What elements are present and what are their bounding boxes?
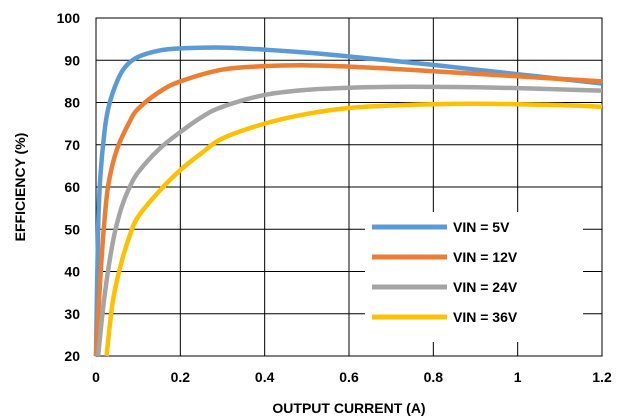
x-tick-label: 1 [514, 369, 522, 385]
y-tick-label: 80 [64, 95, 80, 111]
y-axis-label: EFFICIENCY (%) [12, 133, 28, 242]
legend-label-3: VIN = 24V [453, 279, 518, 295]
x-tick-label: 0 [92, 369, 100, 385]
legend-label-4: VIN = 36V [453, 309, 518, 325]
x-tick-label: 0.6 [339, 369, 359, 385]
legend-box [365, 212, 583, 342]
series-lines [93, 45, 603, 357]
y-tick-label: 50 [64, 221, 80, 237]
series-line-4 [104, 101, 603, 357]
legend: VIN = 5V VIN = 12V VIN = 24V VIN = 36V [365, 212, 583, 342]
x-tick-label: 0.2 [171, 369, 191, 385]
legend-label-1: VIN = 5V [453, 219, 510, 235]
x-axis-label: OUTPUT CURRENT (A) [272, 400, 425, 416]
y-tick-label: 70 [64, 137, 80, 153]
x-tick-labels: 0 0.2 0.4 0.6 0.8 1 1.2 [92, 369, 612, 385]
plot-area [95, 17, 603, 357]
y-tick-label: 100 [57, 10, 81, 26]
y-tick-label: 40 [64, 264, 80, 280]
series-line-1 [93, 45, 603, 357]
x-tick-label: 0.4 [255, 369, 275, 385]
y-tick-labels: 20 30 40 50 60 70 80 90 100 [57, 10, 81, 364]
y-tick-label: 60 [64, 179, 80, 195]
y-tick-label: 20 [64, 348, 80, 364]
x-tick-label: 0.8 [424, 369, 444, 385]
y-tick-label: 90 [64, 52, 80, 68]
series-line-2 [93, 63, 603, 357]
series-line-3 [95, 84, 603, 357]
legend-label-2: VIN = 12V [453, 249, 518, 265]
x-tick-label: 1.2 [592, 369, 612, 385]
y-tick-label: 30 [64, 306, 80, 322]
